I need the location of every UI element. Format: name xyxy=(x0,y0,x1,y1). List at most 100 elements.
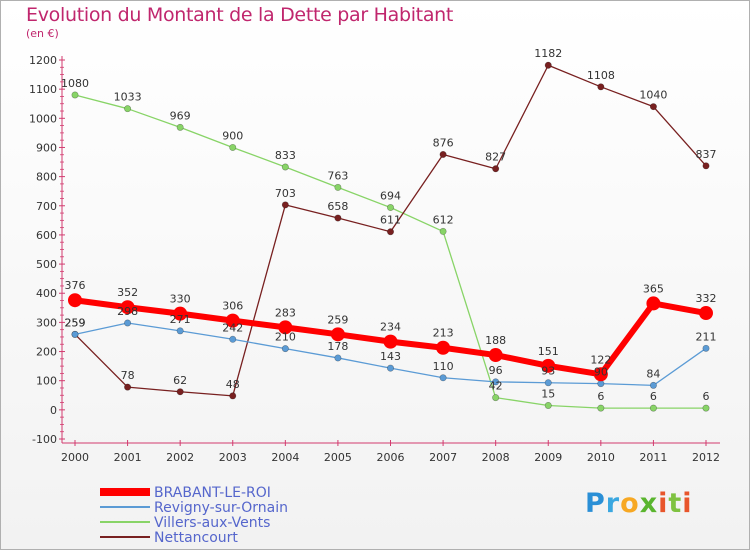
data-label: 143 xyxy=(380,350,401,363)
x-tick-label: 2007 xyxy=(429,451,457,464)
data-point xyxy=(124,383,132,391)
data-label: 178 xyxy=(327,340,348,353)
data-label: 271 xyxy=(170,313,191,326)
x-tick-label: 2004 xyxy=(271,451,299,464)
data-label: 122 xyxy=(590,353,611,366)
data-label: 259 xyxy=(327,313,348,326)
logo-letter: i xyxy=(682,488,693,519)
y-tick-label: 1000 xyxy=(29,112,57,125)
legend-label: Revigny-sur-Ornain xyxy=(154,500,288,516)
data-point xyxy=(173,306,188,321)
data-label: 969 xyxy=(170,109,191,122)
data-label: 837 xyxy=(696,148,717,161)
data-label: 6 xyxy=(597,390,604,403)
data-point xyxy=(488,348,503,363)
data-label: 833 xyxy=(275,149,296,162)
y-tick-label: 500 xyxy=(36,258,57,271)
data-point xyxy=(386,228,394,236)
y-tick-label: 600 xyxy=(36,229,57,242)
x-tick-label: 2011 xyxy=(639,451,667,464)
data-label: 1182 xyxy=(534,47,562,60)
data-point xyxy=(492,394,500,402)
data-label: 48 xyxy=(226,378,240,391)
logo-letter: x xyxy=(639,488,659,519)
data-point xyxy=(281,345,289,353)
y-tick-label: 200 xyxy=(36,346,57,359)
y-tick-label: 1200 xyxy=(29,54,57,67)
data-point xyxy=(176,327,184,335)
y-tick-label: 700 xyxy=(36,200,57,213)
data-point xyxy=(229,335,237,343)
data-label: 611 xyxy=(380,214,401,227)
data-point xyxy=(229,143,237,151)
data-label: 332 xyxy=(696,292,717,305)
data-label: 210 xyxy=(275,331,296,344)
legend-label: Villers-aux-Vents xyxy=(154,515,270,531)
data-point xyxy=(120,300,135,315)
x-tick-label: 2003 xyxy=(219,451,247,464)
data-point xyxy=(649,404,657,412)
data-label: 78 xyxy=(121,369,135,382)
data-point xyxy=(386,364,394,372)
data-label: 612 xyxy=(433,213,454,226)
data-label: 259 xyxy=(65,316,86,329)
data-label: 658 xyxy=(327,200,348,213)
data-label: 6 xyxy=(650,390,657,403)
data-point xyxy=(229,392,237,400)
data-point xyxy=(597,380,605,388)
data-label: 96 xyxy=(489,364,503,377)
data-label: 283 xyxy=(275,306,296,319)
y-tick-label: 1100 xyxy=(29,83,57,96)
x-tick-label: 2000 xyxy=(61,451,89,464)
y-tick-label: 300 xyxy=(36,316,57,329)
data-label: 365 xyxy=(643,282,664,295)
data-label: 330 xyxy=(170,293,191,306)
data-point xyxy=(544,379,552,387)
data-label: 703 xyxy=(275,187,296,200)
data-label: 90 xyxy=(594,366,608,379)
data-point xyxy=(439,227,447,235)
data-label: 876 xyxy=(433,136,454,149)
data-point xyxy=(225,313,240,328)
data-point xyxy=(702,162,710,170)
data-label: 298 xyxy=(117,305,138,318)
data-point xyxy=(646,296,661,311)
data-point xyxy=(649,381,657,389)
data-point xyxy=(439,150,447,158)
data-label: 352 xyxy=(117,286,138,299)
data-label: 93 xyxy=(541,365,555,378)
data-label: 900 xyxy=(222,129,243,142)
data-label: 827 xyxy=(485,151,506,164)
y-tick-label: 800 xyxy=(36,171,57,184)
data-point xyxy=(649,103,657,111)
data-point xyxy=(436,340,451,355)
chart-title: Evolution du Montant de la Dette par Hab… xyxy=(26,4,454,26)
data-point xyxy=(597,404,605,412)
legend-label: BRABANT-LE-ROI xyxy=(154,485,271,501)
data-label: 1108 xyxy=(587,69,615,82)
logo-letter: i xyxy=(658,488,669,519)
data-label: 242 xyxy=(222,321,243,334)
data-point xyxy=(68,293,82,308)
data-label: 188 xyxy=(485,334,506,347)
y-tick-label: 100 xyxy=(36,375,57,388)
data-label: 1033 xyxy=(114,91,142,104)
logo-letter: o xyxy=(620,488,640,519)
data-label: 306 xyxy=(222,300,243,313)
legend-label: Nettancourt xyxy=(154,530,238,546)
data-label: 211 xyxy=(696,330,717,343)
data-point xyxy=(176,123,184,131)
data-point xyxy=(593,367,608,382)
data-point xyxy=(383,334,398,349)
data-point xyxy=(124,319,132,327)
data-label: 110 xyxy=(433,360,454,373)
data-point xyxy=(492,165,500,173)
data-point xyxy=(699,306,713,321)
data-point xyxy=(541,358,556,373)
data-point xyxy=(439,374,447,382)
data-label: 6 xyxy=(703,390,710,403)
x-tick-label: 2005 xyxy=(324,451,352,464)
data-label: 234 xyxy=(380,321,401,334)
